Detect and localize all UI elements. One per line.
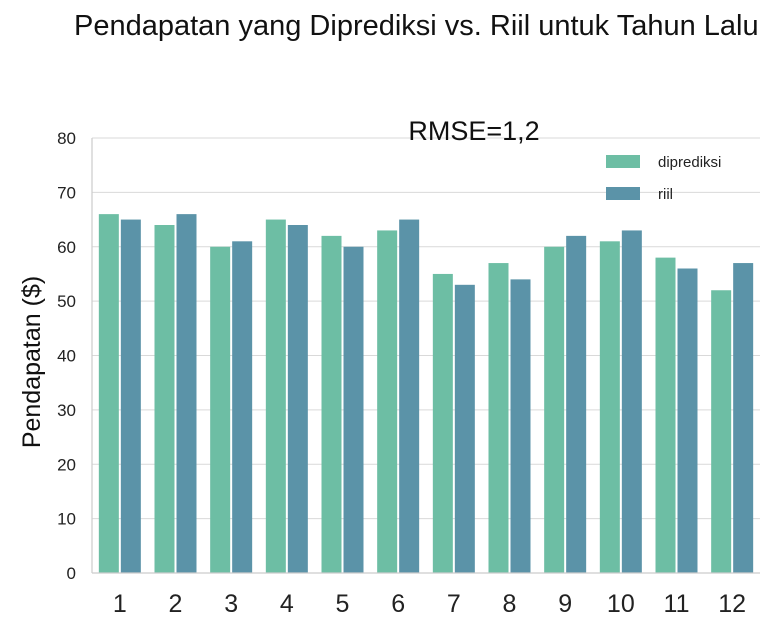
legend-swatch-diprediksi [606, 155, 640, 168]
bar-diprediksi-1 [98, 214, 119, 573]
bar-diprediksi-5 [321, 235, 342, 573]
y-tick-label: 70 [57, 183, 76, 202]
bar-riil-1 [120, 219, 141, 573]
legend: diprediksi riil [606, 154, 721, 203]
y-tick-label: 40 [57, 347, 76, 366]
y-tick-label: 0 [67, 564, 76, 583]
x-tick-label: 1 [113, 590, 127, 618]
y-tick-label: 10 [57, 510, 76, 529]
x-tick-label: 8 [503, 590, 517, 618]
bar-diprediksi-4 [265, 219, 286, 573]
y-axis-label: Pendapatan ($) [18, 276, 46, 448]
x-tick-label: 2 [169, 590, 183, 618]
bar-diprediksi-2 [154, 225, 175, 573]
bar-riil-3 [232, 241, 253, 573]
bar-diprediksi-7 [432, 273, 453, 573]
legend-label-riil: riil [658, 186, 673, 203]
x-tick-label: 4 [280, 590, 294, 618]
bar-riil-8 [510, 279, 531, 573]
x-tick-label: 9 [558, 590, 572, 618]
bar-riil-9 [566, 235, 587, 573]
bar-diprediksi-10 [599, 241, 620, 573]
bar-riil-4 [287, 225, 308, 573]
y-tick-label: 50 [57, 292, 76, 311]
bars [98, 214, 754, 573]
x-tick-label: 6 [391, 590, 405, 618]
bar-diprediksi-3 [210, 246, 231, 573]
x-tick-label: 5 [336, 590, 350, 618]
bar-riil-6 [399, 219, 420, 573]
bar-diprediksi-9 [544, 246, 565, 573]
bar-riil-5 [343, 246, 364, 573]
legend-swatch-riil [606, 187, 640, 200]
bar-diprediksi-6 [377, 230, 398, 573]
rmse-annotation: RMSE=1,2 [408, 116, 539, 146]
bar-riil-12 [733, 263, 754, 573]
bar-riil-11 [677, 268, 698, 573]
x-tick-label: 7 [447, 590, 461, 618]
bar-diprediksi-8 [488, 263, 509, 573]
y-tick-label: 30 [57, 401, 76, 420]
x-tick-label: 11 [664, 590, 690, 618]
y-tick-label: 80 [57, 129, 76, 148]
x-tick-label: 3 [224, 590, 238, 618]
x-tick-label: 10 [607, 590, 635, 618]
gridlines [92, 137, 760, 520]
bar-diprediksi-11 [655, 257, 676, 573]
bar-riil-7 [454, 284, 475, 573]
y-tick-label: 60 [57, 238, 76, 257]
chart-title: Pendapatan yang Diprediksi vs. Riil untu… [74, 10, 759, 42]
bar-riil-2 [176, 214, 197, 573]
bar-riil-10 [621, 230, 642, 573]
x-tick-label: 12 [718, 590, 746, 618]
legend-label-diprediksi: diprediksi [658, 154, 721, 171]
y-tick-label: 20 [57, 455, 76, 474]
bar-diprediksi-12 [711, 290, 732, 573]
